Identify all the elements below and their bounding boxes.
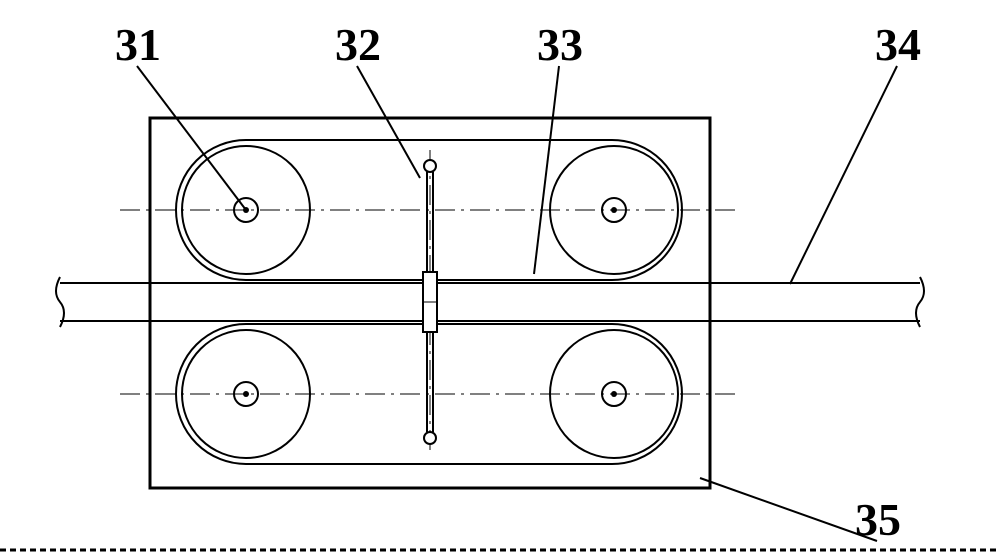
- label-l32: 32: [335, 19, 381, 70]
- bar-break-left: [56, 277, 64, 327]
- connector-pin-bottom: [424, 432, 436, 444]
- leader-l34: [790, 66, 897, 284]
- bar-break-right: [916, 277, 924, 327]
- label-l34: 34: [875, 19, 921, 70]
- label-l31: 31: [115, 19, 161, 70]
- leader-l31: [137, 66, 246, 210]
- leader-l33: [534, 66, 559, 274]
- leader-l32: [357, 66, 420, 178]
- connector-pin-top: [424, 160, 436, 172]
- label-l35: 35: [855, 494, 901, 545]
- label-l33: 33: [537, 19, 583, 70]
- leader-l35: [700, 478, 877, 541]
